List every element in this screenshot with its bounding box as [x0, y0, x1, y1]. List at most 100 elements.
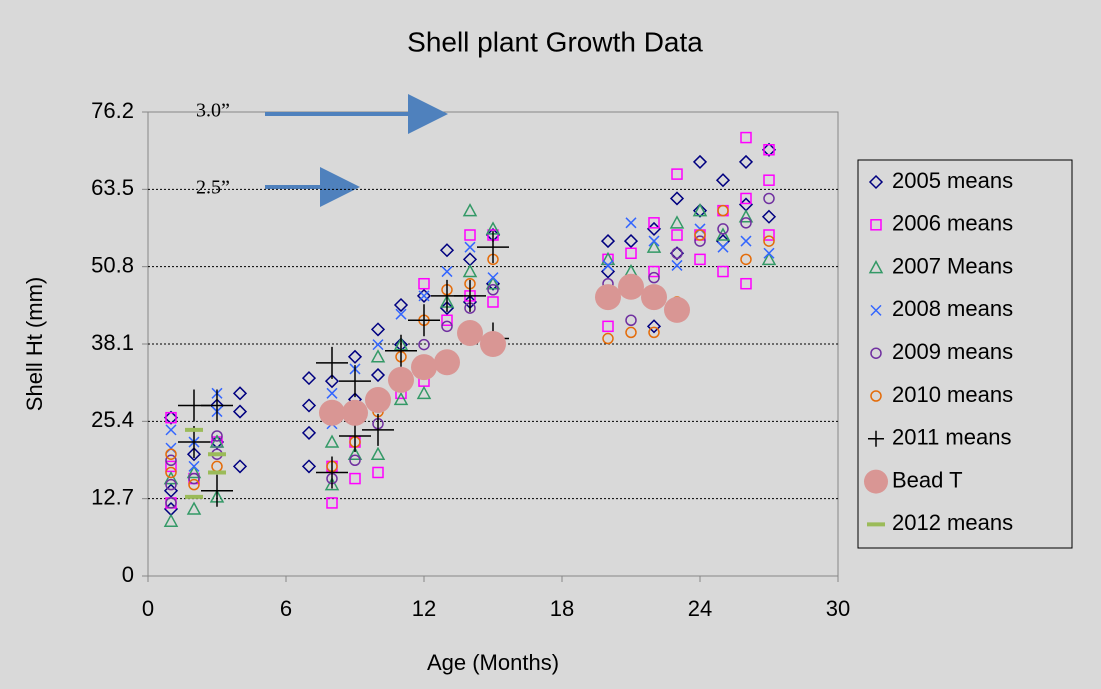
point: [625, 314, 637, 327]
point: [600, 251, 616, 266]
point: [763, 144, 775, 156]
point: [324, 374, 340, 389]
point: [648, 271, 660, 284]
annotation: 2.5”: [196, 177, 230, 199]
point: [740, 253, 752, 266]
point: [201, 389, 233, 422]
point: [740, 192, 752, 205]
point: [418, 277, 430, 290]
point: [186, 447, 202, 462]
legend-label: 2012 means: [892, 510, 1013, 535]
point: [324, 477, 340, 491]
point: [602, 259, 614, 271]
point: [454, 279, 486, 312]
point: [324, 434, 340, 448]
y-tick-label: 63.5: [91, 175, 134, 200]
point: [664, 296, 690, 323]
point: [740, 277, 752, 290]
point: [740, 235, 752, 247]
y-tick-label: 12.7: [91, 484, 134, 509]
point: [602, 332, 614, 345]
point: [648, 326, 660, 339]
point: [717, 265, 729, 278]
point: [763, 235, 775, 247]
point: [347, 446, 363, 460]
point: [692, 203, 708, 217]
point: [408, 304, 440, 337]
legend-marker: [868, 430, 884, 447]
point: [740, 217, 752, 229]
point: [370, 349, 386, 363]
point: [393, 391, 409, 406]
legend-label: Bead T: [892, 467, 963, 492]
y-tick-label: 25.4: [91, 407, 134, 432]
point: [692, 154, 708, 169]
point: [763, 229, 775, 241]
point: [165, 466, 177, 479]
point: [692, 203, 708, 218]
y-tick-label: 50.8: [91, 252, 134, 277]
point: [671, 259, 683, 271]
point: [763, 192, 775, 205]
point: [385, 334, 417, 367]
point: [441, 320, 453, 333]
point: [416, 288, 432, 303]
point: [694, 235, 706, 247]
point: [717, 204, 729, 217]
x-tick-label: 30: [826, 596, 850, 621]
point: [165, 478, 177, 491]
point: [232, 459, 248, 474]
point: [763, 174, 775, 186]
point: [464, 241, 476, 253]
legend-label: 2009 means: [892, 339, 1013, 364]
point: [163, 471, 179, 485]
annotation: 3.0”: [196, 100, 230, 122]
point: [188, 478, 200, 491]
legend-marker: [868, 174, 884, 190]
point: [457, 320, 483, 347]
legend: [857, 159, 1073, 549]
y-tick-label: 0: [122, 562, 134, 587]
point: [625, 217, 637, 229]
point: [763, 247, 775, 259]
point: [416, 385, 432, 400]
chart-title: Shell plant Growth Data: [407, 26, 703, 57]
point: [301, 398, 317, 413]
point: [671, 247, 683, 260]
point: [370, 446, 386, 460]
point: [485, 276, 501, 290]
point: [623, 234, 639, 249]
point: [669, 215, 685, 229]
x-tick-label: 24: [688, 596, 712, 621]
legend-label: 2007 Means: [892, 253, 1013, 278]
point: [186, 464, 202, 479]
point: [411, 354, 437, 381]
legend-label: 2011 means: [892, 425, 1011, 450]
point: [316, 456, 348, 489]
point: [464, 229, 476, 241]
point: [370, 322, 386, 337]
point: [372, 466, 384, 479]
point: [761, 142, 777, 157]
point: [480, 331, 506, 357]
point: [316, 346, 348, 379]
point: [669, 191, 685, 206]
point: [600, 234, 616, 249]
point: [211, 430, 223, 442]
point: [648, 265, 660, 278]
point: [462, 203, 478, 217]
point: [362, 413, 394, 446]
legend-marker: [870, 304, 882, 316]
point: [301, 371, 317, 386]
point: [418, 290, 430, 302]
point: [694, 253, 706, 266]
point: [326, 387, 338, 399]
point: [418, 338, 430, 351]
point: [342, 399, 368, 426]
point: [165, 448, 177, 460]
point: [232, 404, 248, 419]
point: [648, 235, 660, 247]
x-axis-label: Age (Months): [427, 650, 559, 675]
point: [232, 386, 248, 401]
